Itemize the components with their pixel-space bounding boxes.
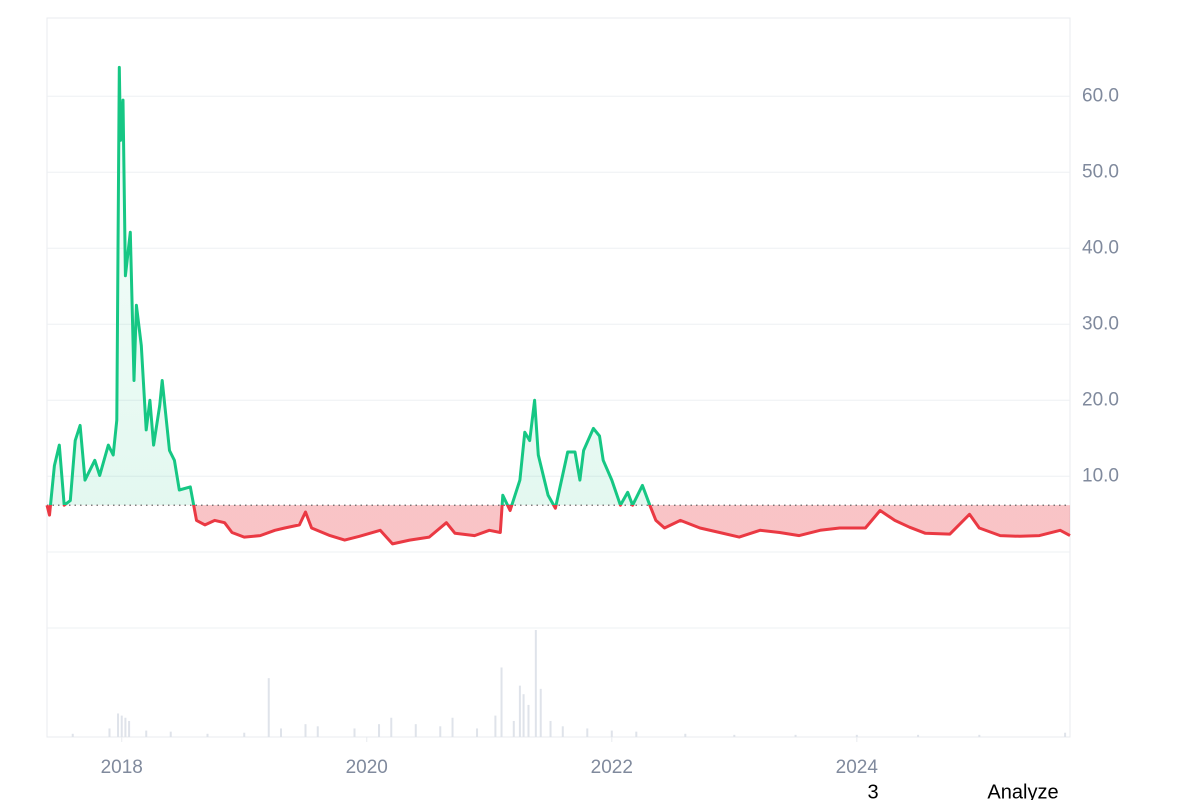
volume-bar bbox=[610, 730, 613, 737]
volume-bar bbox=[124, 717, 127, 737]
volume-bar bbox=[1064, 732, 1067, 737]
analyze-button[interactable]: Analyze bbox=[987, 781, 1058, 800]
x-tick-label: 2022 bbox=[591, 757, 633, 778]
volume-bar bbox=[451, 717, 454, 737]
volume-bar bbox=[316, 726, 319, 737]
y-tick-label: 20.0 bbox=[1082, 389, 1119, 410]
x-tick-label: 2018 bbox=[101, 757, 143, 778]
plot-frame bbox=[46, 17, 1071, 738]
y-tick-label: 30.0 bbox=[1082, 313, 1119, 334]
volume-bar bbox=[534, 630, 537, 737]
volume-bar bbox=[794, 734, 797, 737]
volume-bar bbox=[378, 724, 381, 737]
x-tick-label: 2020 bbox=[346, 757, 388, 778]
volume-bar bbox=[353, 728, 356, 737]
volume-bar bbox=[71, 733, 74, 737]
volume-bar bbox=[267, 678, 270, 737]
volume-bar bbox=[117, 713, 120, 737]
volume-bar bbox=[494, 715, 497, 737]
volume-bar bbox=[917, 734, 920, 737]
volume-bar bbox=[684, 733, 687, 737]
volume-bar bbox=[414, 724, 417, 737]
volume-bar bbox=[549, 720, 552, 737]
x-tick-label: 2024 bbox=[836, 757, 879, 778]
volume-bar bbox=[145, 730, 148, 737]
volume-bar bbox=[522, 694, 525, 737]
volume-bar bbox=[586, 728, 589, 737]
volume-bar bbox=[108, 728, 111, 737]
volume-bar bbox=[527, 704, 530, 737]
volume-bar bbox=[439, 726, 442, 737]
baseline-area bbox=[47, 67, 1070, 544]
volume-bar bbox=[120, 715, 123, 737]
volume-bar bbox=[476, 728, 479, 737]
volume-bar bbox=[390, 717, 393, 737]
price-line bbox=[45, 65, 1071, 546]
volume-bar bbox=[733, 734, 736, 737]
y-tick-label: 50.0 bbox=[1082, 161, 1119, 182]
volume-bar bbox=[539, 688, 542, 737]
volume-bar bbox=[243, 732, 246, 737]
y-tick-label: 10.0 bbox=[1082, 465, 1119, 486]
volume-bar bbox=[635, 731, 638, 737]
volume-bar bbox=[518, 685, 521, 737]
y-tick-label: 60.0 bbox=[1082, 85, 1119, 106]
volume-bar bbox=[978, 734, 981, 737]
y-tick-label: 40.0 bbox=[1082, 237, 1119, 258]
badge: 3 bbox=[867, 781, 878, 800]
volume-bar bbox=[128, 720, 131, 737]
volume-bar bbox=[500, 667, 503, 737]
volume-bar bbox=[855, 734, 858, 737]
volume-bar bbox=[304, 724, 307, 737]
volume-bar bbox=[512, 720, 515, 737]
volume-bar bbox=[169, 731, 172, 737]
volume-bar bbox=[206, 733, 209, 737]
volume-bar bbox=[280, 728, 283, 737]
volume-bar bbox=[561, 726, 564, 737]
